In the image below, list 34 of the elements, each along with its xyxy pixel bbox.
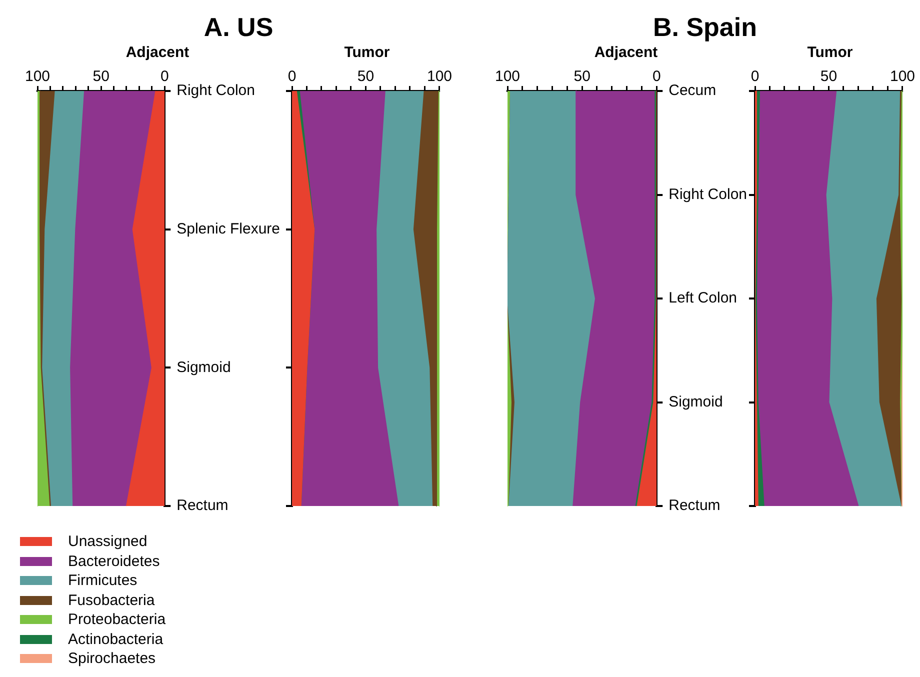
y-tick-label: Right Colon xyxy=(668,186,748,203)
x-tick-label: 0 xyxy=(160,68,169,86)
y-tick-label: Sigmoid xyxy=(176,358,231,376)
chart-title: Tumor xyxy=(344,44,390,62)
legend-label: Unassigned xyxy=(68,532,148,552)
y-tick-label: Left Colon xyxy=(668,290,738,307)
x-tick-label: 50 xyxy=(820,68,838,86)
x-tick-label: 0 xyxy=(652,68,661,86)
x-tick-label: 100 xyxy=(426,68,452,86)
y-tick-label: Rectum xyxy=(176,497,228,514)
y-tick-label: Cecum xyxy=(668,82,716,100)
legend-label: Fusobacteria xyxy=(68,590,155,610)
y-tick-label: Rectum xyxy=(668,497,720,514)
chart-title: Adjacent xyxy=(594,44,658,62)
x-tick-label: 50 xyxy=(92,68,110,86)
x-tick-label: 50 xyxy=(357,68,374,86)
x-tick-label: 0 xyxy=(750,68,760,86)
y-tick-label: Right Colon xyxy=(176,82,256,100)
x-tick-label: 100 xyxy=(890,68,915,86)
x-tick-label: 50 xyxy=(574,68,590,86)
legend-label: Bacteroidetes xyxy=(68,552,160,571)
text: B. Spain xyxy=(652,12,758,43)
x-tick-label: 0 xyxy=(288,68,296,86)
chart-title: Adjacent xyxy=(126,44,190,62)
y-tick-label: Sigmoid xyxy=(668,393,723,410)
x-tick-label: 100 xyxy=(495,68,520,86)
legend-label: Spirochaetes xyxy=(68,649,156,668)
y-tick-label: Splenic Flexure xyxy=(176,220,280,238)
text: A. US xyxy=(202,12,274,43)
x-tick-label: 100 xyxy=(25,68,50,86)
legend-label: Actinobacteria xyxy=(68,630,164,649)
legend-label: Proteobacteria xyxy=(68,610,166,630)
chart-title: Tumor xyxy=(807,44,853,62)
legend-label: Firmicutes xyxy=(68,571,138,590)
